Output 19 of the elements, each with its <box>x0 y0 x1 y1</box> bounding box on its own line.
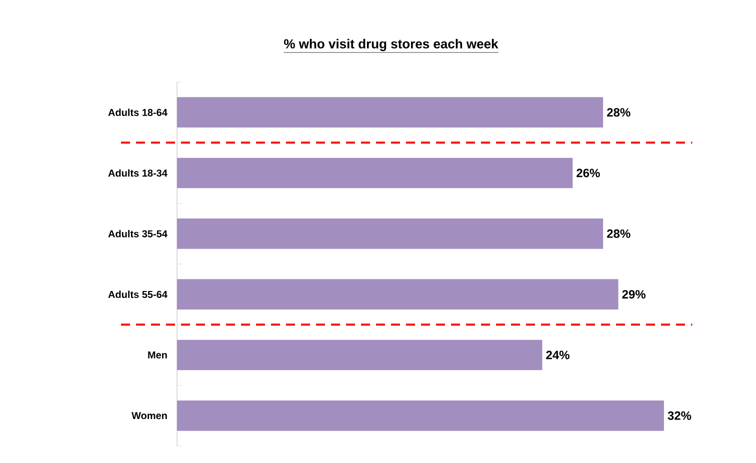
bar <box>177 279 618 310</box>
bar <box>177 218 604 249</box>
y-tick-label: Women <box>132 412 167 420</box>
data-label: 24% <box>546 350 570 360</box>
data-label: 26% <box>576 168 600 178</box>
y-tick-label: Adults 18-64 <box>108 108 168 116</box>
data-label: 28% <box>607 108 630 117</box>
data-label: 29% <box>622 290 646 299</box>
data-label: 32% <box>668 411 692 420</box>
bar <box>177 340 542 370</box>
bar <box>177 400 664 431</box>
y-tick-label: Adults 55-64 <box>108 290 168 298</box>
bar <box>177 158 573 188</box>
bar <box>177 97 604 128</box>
chart-title: % who visit drug stores each week <box>284 38 498 52</box>
y-tick-label: Men <box>148 352 167 358</box>
data-label: 28% <box>607 229 630 238</box>
y-tick-label: Adults 18-34 <box>108 169 168 177</box>
y-tick-label: Adults 35-54 <box>108 230 168 238</box>
